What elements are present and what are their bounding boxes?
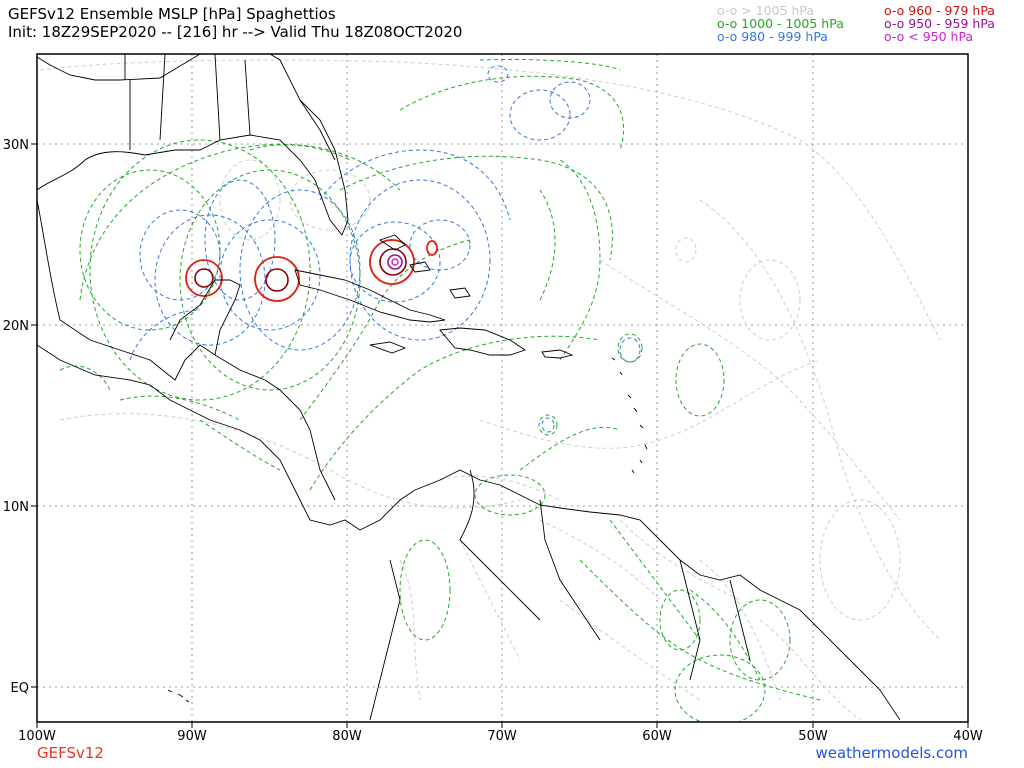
lon-label-100w: 100W (18, 729, 56, 744)
legend-950-959: o-o 950 - 959 hPa (884, 16, 995, 31)
contours-980-999 (129, 65, 641, 433)
site-credit[interactable]: weathermodels.com (815, 744, 968, 762)
lon-label-60w: 60W (642, 729, 672, 744)
contours-950-959 (387, 254, 403, 270)
contours-lt950 (391, 258, 399, 266)
lon-label-70w: 70W (487, 729, 517, 744)
lat-label-30n: 30N (3, 138, 29, 153)
contours-960-979 (185, 239, 438, 302)
lon-label-50w: 50W (798, 729, 828, 744)
legend-980-999: o-o 980 - 999 hPa (717, 29, 828, 44)
map-frame (36, 53, 969, 723)
legend-lt950: o-o < 950 hPa (884, 29, 974, 44)
lon-label-80w: 80W (332, 729, 362, 744)
lat-label-20n: 20N (3, 319, 29, 334)
contours-1000-1005 (59, 58, 821, 722)
map-subtitle: Init: 18Z29SEP2020 -- [216] hr --> Valid… (8, 23, 463, 41)
coastlines (37, 54, 901, 721)
graticule (37, 54, 968, 722)
map-title: GEFSv12 Ensemble MSLP [hPa] Spaghettios (8, 5, 336, 23)
lat-label-eq: EQ (11, 681, 29, 696)
legend-960-979: o-o 960 - 979 hPa (884, 3, 995, 18)
lat-label-10n: 10N (3, 500, 29, 515)
legend-gt1005: o-o > 1005 hPa (717, 3, 815, 18)
lon-label-40w: 40W (953, 729, 983, 744)
legend-1000-1005: o-o 1000 - 1005 hPa (717, 16, 844, 31)
axis-ticks (31, 143, 969, 728)
model-name: GEFSv12 (37, 744, 104, 762)
contours-gt1005 (39, 59, 941, 721)
lon-label-90w: 90W (177, 729, 207, 744)
